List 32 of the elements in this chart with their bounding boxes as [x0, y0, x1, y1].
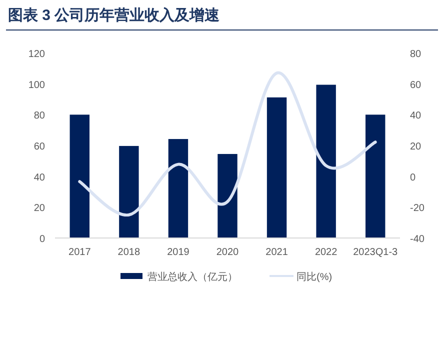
x-tick-label: 2018: [118, 247, 140, 258]
x-tick-label: 2017: [68, 247, 92, 258]
y-tick-label: 100: [28, 80, 46, 91]
y2-tick-label: 60: [410, 80, 422, 91]
y2-tick-label: 20: [410, 142, 422, 152]
bar: [266, 97, 287, 238]
y2-tick-label: 80: [410, 49, 422, 60]
y-tick-label: 60: [34, 142, 46, 152]
x-tick-label: 2020: [216, 247, 240, 258]
title: 图表 3 公司历年营业收入及增速: [8, 7, 220, 24]
y-tick-label: 0: [39, 234, 46, 245]
y-tick-label: 20: [34, 203, 46, 214]
bar: [316, 84, 336, 238]
x-tick-label: 2021: [266, 247, 288, 258]
y-tick-label: 40: [34, 172, 46, 184]
y2-tick-label: -20: [410, 203, 425, 214]
bar: [218, 154, 238, 238]
x-tick-label: 2022: [314, 247, 338, 258]
y2-tick-label: 40: [410, 110, 422, 122]
x-tick-label: 2019: [167, 247, 190, 258]
y2-tick-label: 0: [410, 172, 416, 184]
bar: [70, 114, 90, 238]
y-tick-label: 80: [34, 110, 46, 122]
bar: [366, 114, 386, 238]
bar: [168, 139, 188, 238]
y-tick-label: 120: [28, 49, 46, 60]
y2-tick-label: -40: [410, 234, 425, 245]
line-series: [78, 72, 377, 216]
legend-label: 营业总收入（亿元）: [148, 271, 238, 283]
x-tick-label: 2023Q1-3: [353, 247, 398, 258]
bar: [119, 146, 139, 238]
legend-label: 同比(%): [296, 271, 332, 283]
